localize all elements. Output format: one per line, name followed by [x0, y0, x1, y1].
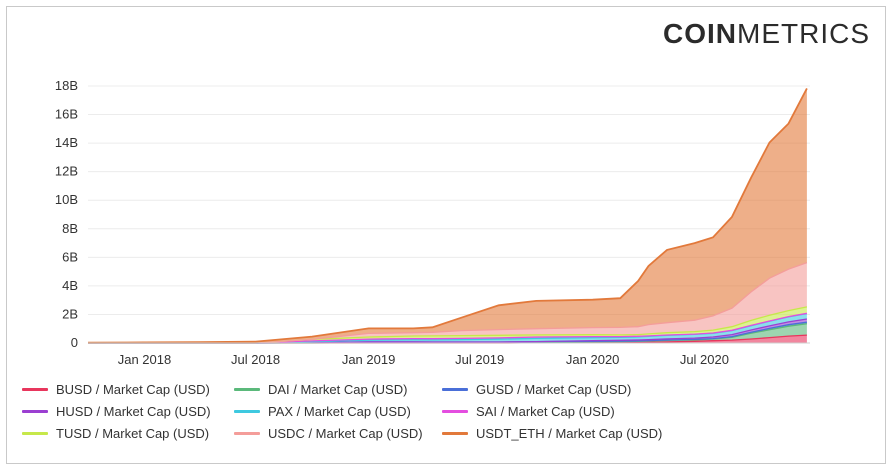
- line-usdc: [88, 261, 808, 344]
- y-tick-label: 4B: [62, 278, 78, 293]
- legend-item[interactable]: SAI / Market Cap (USD): [442, 404, 615, 419]
- legend-swatch: [442, 410, 468, 413]
- y-tick-label: 8B: [62, 221, 78, 236]
- logo-light-text: METRICS: [737, 18, 870, 49]
- x-tick-label: Jul 2018: [231, 352, 280, 367]
- legend-label: PAX / Market Cap (USD): [268, 404, 411, 419]
- legend-item[interactable]: HUSD / Market Cap (USD): [22, 404, 211, 419]
- legend-swatch: [234, 410, 260, 413]
- x-tick-label: Jan 2020: [566, 352, 620, 367]
- x-tick-label: Jan 2018: [118, 352, 172, 367]
- logo-bold-text: COIN: [663, 18, 737, 49]
- y-tick-label: 6B: [62, 249, 78, 264]
- legend-swatch: [442, 388, 468, 391]
- legend-item[interactable]: BUSD / Market Cap (USD): [22, 382, 210, 397]
- legend-label: BUSD / Market Cap (USD): [56, 382, 210, 397]
- legend-item[interactable]: USDT_ETH / Market Cap (USD): [442, 426, 662, 441]
- legend-swatch: [22, 432, 48, 435]
- y-tick-label: 2B: [62, 306, 78, 321]
- line-sai: [88, 312, 808, 344]
- legend-item[interactable]: USDC / Market Cap (USD): [234, 426, 423, 441]
- legend-label: TUSD / Market Cap (USD): [56, 426, 210, 441]
- legend-label: USDC / Market Cap (USD): [268, 426, 423, 441]
- y-tick-label: 10B: [55, 192, 78, 207]
- legend-item[interactable]: DAI / Market Cap (USD): [234, 382, 407, 397]
- line-usdt_eth: [87, 87, 808, 344]
- legend-swatch: [234, 432, 260, 435]
- legend-label: HUSD / Market Cap (USD): [56, 404, 211, 419]
- y-tick-label: 14B: [55, 135, 78, 150]
- x-tick-label: Jul 2020: [680, 352, 729, 367]
- y-tick-label: 16B: [55, 107, 78, 122]
- x-tick-label: Jan 2019: [342, 352, 396, 367]
- y-axis: 0 2B 4B 6B 8B 10B 12B 14B 16B 18B: [55, 78, 78, 350]
- y-tick-label: 0: [71, 335, 78, 350]
- legend-label: SAI / Market Cap (USD): [476, 404, 615, 419]
- legend-item[interactable]: GUSD / Market Cap (USD): [442, 382, 631, 397]
- legend-label: DAI / Market Cap (USD): [268, 382, 408, 397]
- y-tick-label: 12B: [55, 164, 78, 179]
- stacked-area-chart: 0 2B 4B 6B 8B 10B 12B 14B 16B 18B Jan 2018 Jul 201…: [55, 78, 810, 367]
- legend-swatch: [22, 410, 48, 413]
- x-axis: Jan 2018 Jul 2018 Jan 2019 Jul 2019 Jan 2020…: [88, 342, 810, 367]
- area-busd: [88, 335, 807, 343]
- y-tick-label: 18B: [55, 78, 78, 93]
- coinmetrics-logo: COINMETRICS: [663, 18, 870, 50]
- legend-label: GUSD / Market Cap (USD): [476, 382, 632, 397]
- legend-swatch: [22, 388, 48, 391]
- legend-item[interactable]: TUSD / Market Cap (USD): [22, 426, 209, 441]
- x-tick-label: Jul 2019: [455, 352, 504, 367]
- legend-swatch: [442, 432, 468, 435]
- legend-label: USDT_ETH / Market Cap (USD): [476, 426, 663, 441]
- legend-swatch: [234, 388, 260, 391]
- legend-item[interactable]: PAX / Market Cap (USD): [234, 404, 411, 419]
- area-series: [88, 88, 807, 344]
- area-usdt_eth: [88, 88, 807, 344]
